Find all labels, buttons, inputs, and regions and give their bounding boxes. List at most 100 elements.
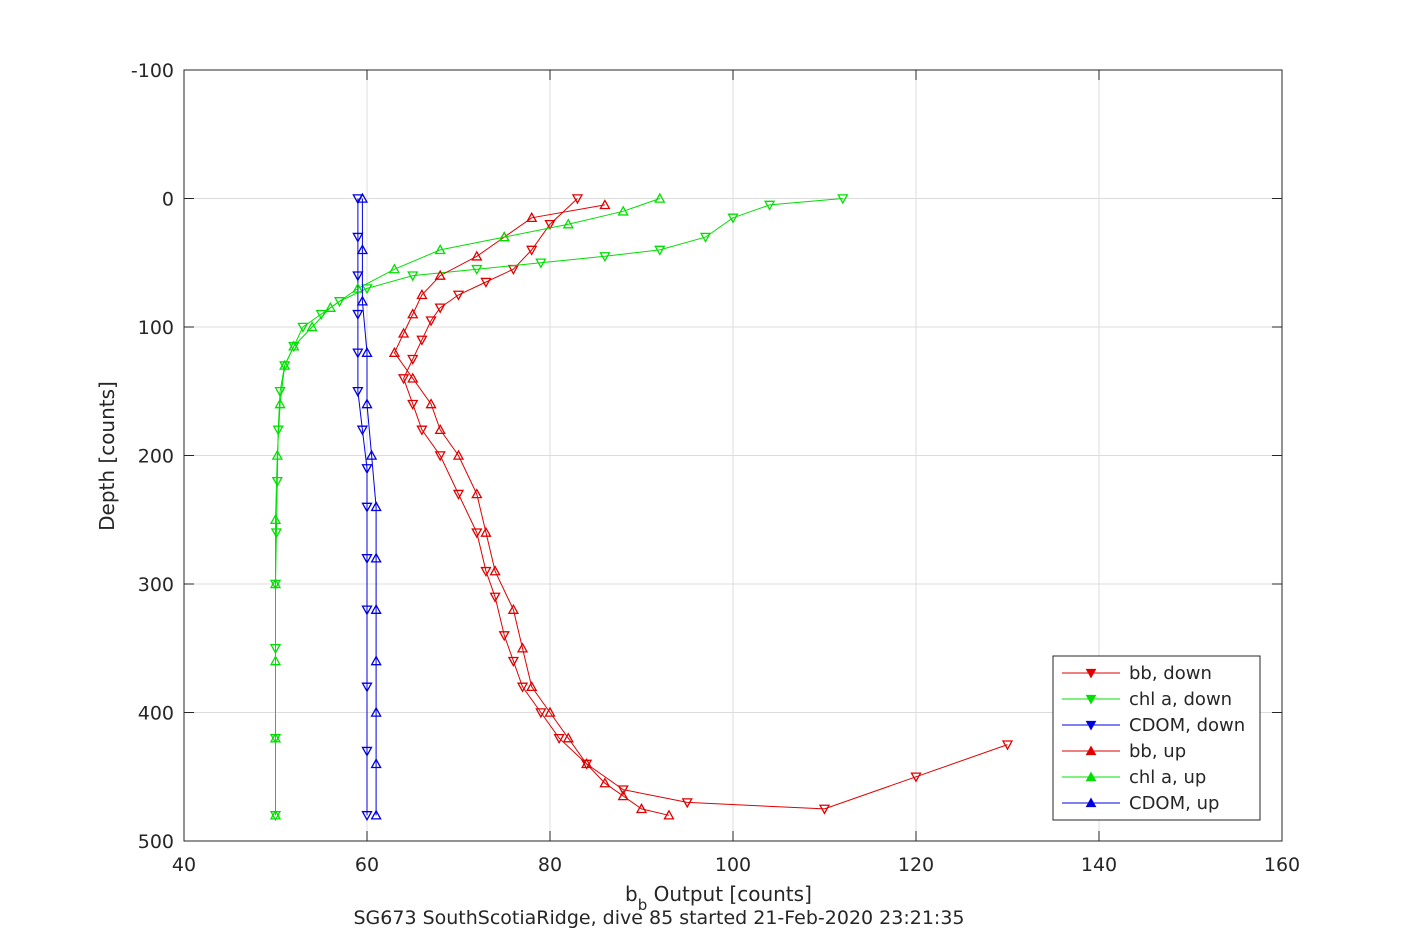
data-point xyxy=(599,252,611,263)
data-point xyxy=(271,476,283,488)
data-point xyxy=(471,250,483,261)
data-point xyxy=(480,566,492,577)
data-point xyxy=(361,346,373,357)
y-tick-label: 0 xyxy=(162,189,174,211)
legend-marker xyxy=(1085,720,1097,731)
legend-marker xyxy=(1085,694,1097,705)
data-point xyxy=(434,244,446,255)
data-point xyxy=(489,565,501,576)
legend-entry: bb, down xyxy=(1129,663,1212,684)
series-line xyxy=(275,198,660,816)
legend-entry: bb, up xyxy=(1129,741,1186,762)
series-line xyxy=(357,198,368,816)
data-point xyxy=(269,732,282,743)
x-axis-label-subscript: b xyxy=(638,896,648,914)
legend-marker xyxy=(1085,797,1097,808)
x-tick-label: 120 xyxy=(898,854,934,876)
data-point xyxy=(352,271,364,282)
data-point xyxy=(471,488,483,499)
data-point xyxy=(599,777,611,788)
data-point xyxy=(356,425,369,436)
data-point xyxy=(407,372,419,383)
data-point xyxy=(352,282,364,293)
data-point xyxy=(274,386,286,398)
y-axis: -100 0 100 200 300 400 500 xyxy=(131,60,1282,853)
series-line xyxy=(361,198,377,816)
y-tick-label: 100 xyxy=(138,317,174,339)
data-point xyxy=(352,309,364,320)
data-point xyxy=(370,809,382,820)
data-point xyxy=(535,708,547,719)
series-cdom-up xyxy=(356,192,382,820)
data-point xyxy=(270,528,283,539)
data-point xyxy=(370,603,382,614)
data-point xyxy=(361,682,373,693)
data-point xyxy=(333,297,346,308)
data-point xyxy=(388,346,401,357)
data-point xyxy=(544,219,556,231)
data-point xyxy=(370,706,382,717)
data-point xyxy=(370,552,382,563)
data-point xyxy=(571,194,584,205)
data-point xyxy=(407,271,419,282)
data-point xyxy=(452,489,465,500)
y-tick-label: -100 xyxy=(131,60,174,82)
data-point xyxy=(407,399,419,410)
data-point xyxy=(361,464,373,475)
data-point xyxy=(425,398,437,409)
data-point xyxy=(397,327,410,338)
data-point xyxy=(617,790,629,801)
data-point xyxy=(562,218,574,229)
data-point xyxy=(489,592,501,603)
series-line xyxy=(403,198,1008,810)
data-point xyxy=(434,269,446,280)
data-point xyxy=(269,655,282,666)
data-point xyxy=(407,308,419,319)
legend-marker xyxy=(1085,668,1097,679)
data-point xyxy=(553,733,565,745)
y-tick-label: 400 xyxy=(138,703,174,725)
data-point xyxy=(434,423,446,435)
series-layer xyxy=(269,192,1014,822)
data-point xyxy=(452,449,465,460)
data-point xyxy=(356,295,369,306)
x-tick-label: 40 xyxy=(172,854,196,876)
data-point xyxy=(352,348,364,359)
data-point xyxy=(818,804,831,815)
data-point xyxy=(271,449,283,460)
data-point xyxy=(361,284,373,295)
data-point xyxy=(397,374,410,385)
data-point xyxy=(544,706,556,717)
data-point xyxy=(269,578,282,589)
data-point xyxy=(681,798,693,809)
data-point xyxy=(361,502,373,513)
data-point xyxy=(279,359,291,370)
data-point xyxy=(654,192,666,203)
data-point xyxy=(361,605,373,616)
data-point xyxy=(370,758,382,769)
legend-marker xyxy=(1085,771,1097,782)
data-point xyxy=(635,803,648,814)
legend-entry: chl a, down xyxy=(1129,689,1232,710)
data-point xyxy=(370,655,382,666)
y-tick-label: 500 xyxy=(138,831,174,853)
data-point xyxy=(365,449,378,460)
data-point xyxy=(526,245,538,256)
data-point xyxy=(663,809,675,820)
data-point xyxy=(324,301,337,312)
data-point xyxy=(480,277,492,288)
x-tick-label: 160 xyxy=(1264,854,1300,876)
data-point xyxy=(516,682,529,693)
legend-entry: CDOM, up xyxy=(1129,793,1219,814)
data-point xyxy=(617,785,629,796)
data-point xyxy=(274,398,286,409)
data-point xyxy=(654,245,666,256)
data-point xyxy=(434,303,446,314)
x-tick-label: 60 xyxy=(355,854,379,876)
data-point xyxy=(272,425,284,436)
data-point xyxy=(288,340,300,351)
data-point xyxy=(535,258,547,269)
data-point xyxy=(352,386,364,398)
data-point xyxy=(269,809,282,820)
data-point xyxy=(416,425,428,436)
